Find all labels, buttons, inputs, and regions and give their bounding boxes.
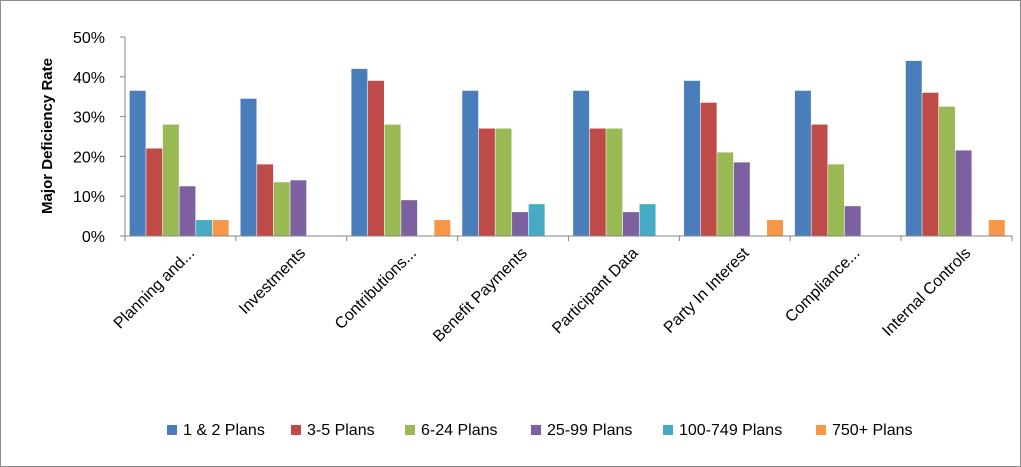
- bar: [528, 204, 545, 236]
- bar: [955, 150, 972, 236]
- bar: [434, 220, 451, 236]
- y-tick-label: 40%: [73, 70, 105, 87]
- bar: [922, 92, 939, 236]
- legend-swatch: [405, 425, 415, 435]
- bar: [589, 128, 606, 236]
- bar: [367, 80, 384, 236]
- bar: [146, 148, 163, 236]
- bar: [129, 90, 146, 236]
- bar: [401, 200, 418, 236]
- bar: [478, 128, 495, 236]
- legend-swatch: [663, 425, 673, 435]
- legend-swatch: [816, 425, 826, 435]
- bar: [290, 180, 307, 236]
- bar: [684, 80, 701, 236]
- bar: [794, 90, 811, 236]
- bar: [844, 206, 861, 236]
- x-axis-labels: Planning and... Investments Contributions.…: [111, 236, 1013, 346]
- bar: [988, 220, 1005, 236]
- bar: [938, 106, 955, 237]
- bar: [905, 60, 922, 236]
- bar: [179, 186, 196, 236]
- bar: [767, 220, 784, 236]
- legend-swatch: [167, 425, 177, 435]
- y-tick-label: 10%: [73, 189, 105, 206]
- legend-label: 100-749 Plans: [679, 422, 782, 439]
- bar: [162, 124, 179, 236]
- bar: [462, 90, 479, 236]
- legend-label: 1 & 2 Plans: [183, 422, 265, 439]
- legend-label: 750+ Plans: [832, 422, 913, 439]
- x-category-label: Party In Interest: [661, 244, 753, 336]
- bar: [384, 124, 401, 236]
- x-category-label: Planning and...: [111, 245, 199, 333]
- bar: [639, 204, 656, 236]
- y-tick-label: 0%: [82, 229, 105, 246]
- bar: [512, 212, 529, 236]
- bar: [828, 164, 845, 236]
- x-category-label: Compliance...: [782, 245, 863, 326]
- bar: [273, 182, 290, 236]
- bar: [257, 164, 274, 236]
- y-tick-label: 20%: [73, 149, 105, 166]
- x-category-label: Internal Controls: [879, 245, 974, 340]
- y-tick-label: 50%: [73, 30, 105, 47]
- bar: [212, 220, 229, 236]
- bar: [733, 162, 750, 236]
- x-category-label: Contributions...: [332, 245, 420, 333]
- y-axis-ticks: 0% 10% 20% 30% 40% 50%: [73, 30, 125, 246]
- legend-label: 3-5 Plans: [307, 422, 375, 439]
- legend-label: 25-99 Plans: [547, 422, 632, 439]
- legend-swatch: [531, 425, 541, 435]
- y-tick-label: 30%: [73, 110, 105, 127]
- legend-swatch: [291, 425, 301, 435]
- bar: [196, 220, 213, 236]
- bar: [700, 102, 717, 236]
- bar: [717, 152, 734, 236]
- bar: [495, 128, 512, 236]
- bar: [622, 212, 639, 236]
- bars: [129, 60, 1005, 237]
- x-category-label: Benefit Payments: [430, 245, 531, 346]
- y-axis-label: Major Deficiency Rate: [39, 58, 56, 214]
- bar: [811, 124, 828, 236]
- x-category-label: Investments: [236, 245, 309, 318]
- bar: [240, 98, 257, 236]
- legend-label: 6-24 Plans: [421, 422, 498, 439]
- legend: 1 & 2 Plans 3-5 Plans 6-24 Plans 25-99 Plan…: [167, 422, 913, 439]
- bar: [606, 128, 623, 236]
- bar: [351, 68, 368, 236]
- x-category-label: Participant Data: [549, 245, 642, 338]
- bar: [573, 90, 590, 236]
